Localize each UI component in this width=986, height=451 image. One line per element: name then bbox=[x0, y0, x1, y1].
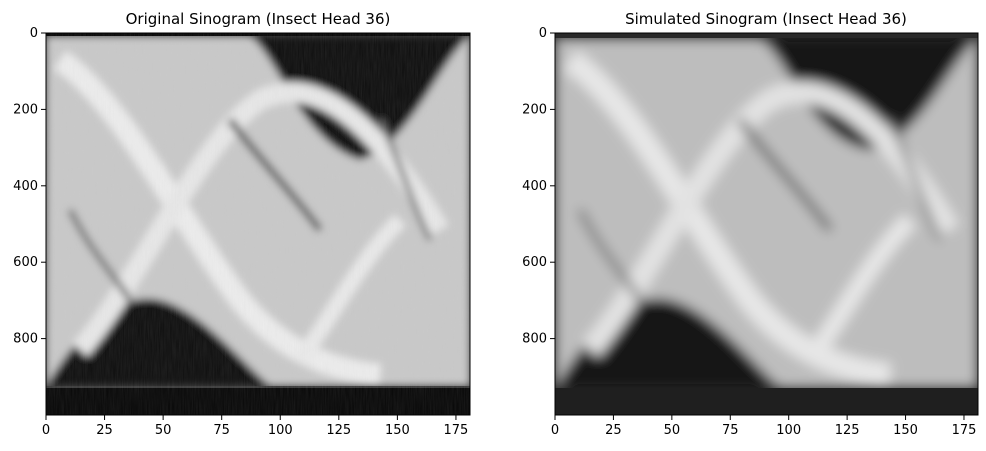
x-tick-label: 100 bbox=[776, 423, 801, 438]
x-tick-label: 175 bbox=[952, 423, 977, 438]
bright-trace-2 bbox=[581, 81, 960, 358]
dark-streak-1 bbox=[737, 117, 833, 233]
x-tick-label: 25 bbox=[96, 423, 113, 438]
x-axis: 0 25 50 75 100 125 150 175 bbox=[42, 415, 468, 438]
y-tick-label: 400 bbox=[522, 179, 547, 194]
y-axis: 0 200 400 600 800 bbox=[522, 26, 555, 347]
x-tick-label: 0 bbox=[42, 423, 50, 438]
x-tick-label: 125 bbox=[326, 423, 351, 438]
x-tick-label: 75 bbox=[722, 423, 739, 438]
axes-frame bbox=[554, 32, 979, 416]
y-tick-label: 600 bbox=[13, 255, 38, 270]
dark-streak-3 bbox=[887, 118, 943, 242]
chart-title: Simulated Sinogram (Insect Head 36) bbox=[625, 10, 907, 28]
y-tick-label: 800 bbox=[13, 332, 38, 347]
y-tick-label: 800 bbox=[522, 332, 547, 347]
bright-trace-1 bbox=[563, 50, 892, 387]
x-tick-label: 75 bbox=[213, 423, 230, 438]
y-tick-label: 200 bbox=[522, 102, 547, 117]
chart-title: Original Sinogram (Insect Head 36) bbox=[126, 10, 391, 28]
x-tick-label: 100 bbox=[268, 423, 293, 438]
y-tick-label: 200 bbox=[13, 102, 38, 117]
x-tick-label: 25 bbox=[605, 423, 622, 438]
dark-streak-2 bbox=[577, 208, 643, 302]
bright-trace-3 bbox=[802, 213, 917, 366]
x-tick-label: 50 bbox=[664, 423, 681, 438]
y-tick-label: 0 bbox=[30, 26, 38, 41]
x-tick-label: 50 bbox=[155, 423, 172, 438]
axes-frame bbox=[45, 32, 471, 416]
heatmap-image bbox=[555, 33, 978, 415]
x-tick-label: 150 bbox=[893, 423, 918, 438]
y-axis: 0 200 400 600 800 bbox=[13, 26, 46, 347]
heatmap-image bbox=[46, 33, 470, 415]
dark-lobe-top bbox=[760, 38, 978, 150]
y-tick-label: 400 bbox=[13, 179, 38, 194]
x-tick-label: 125 bbox=[835, 423, 860, 438]
x-axis: 0 25 50 75 100 125 150 175 bbox=[551, 415, 977, 438]
panel-simulated: Simulated Sinogram (Insect Head 36) 0 25 5… bbox=[522, 10, 979, 438]
x-tick-label: 0 bbox=[551, 423, 559, 438]
x-tick-label: 175 bbox=[444, 423, 469, 438]
panel-original: Original Sinogram (Insect Head 36) bbox=[13, 10, 471, 438]
x-tick-label: 150 bbox=[385, 423, 410, 438]
y-tick-label: 600 bbox=[522, 255, 547, 270]
y-tick-label: 0 bbox=[539, 26, 547, 41]
